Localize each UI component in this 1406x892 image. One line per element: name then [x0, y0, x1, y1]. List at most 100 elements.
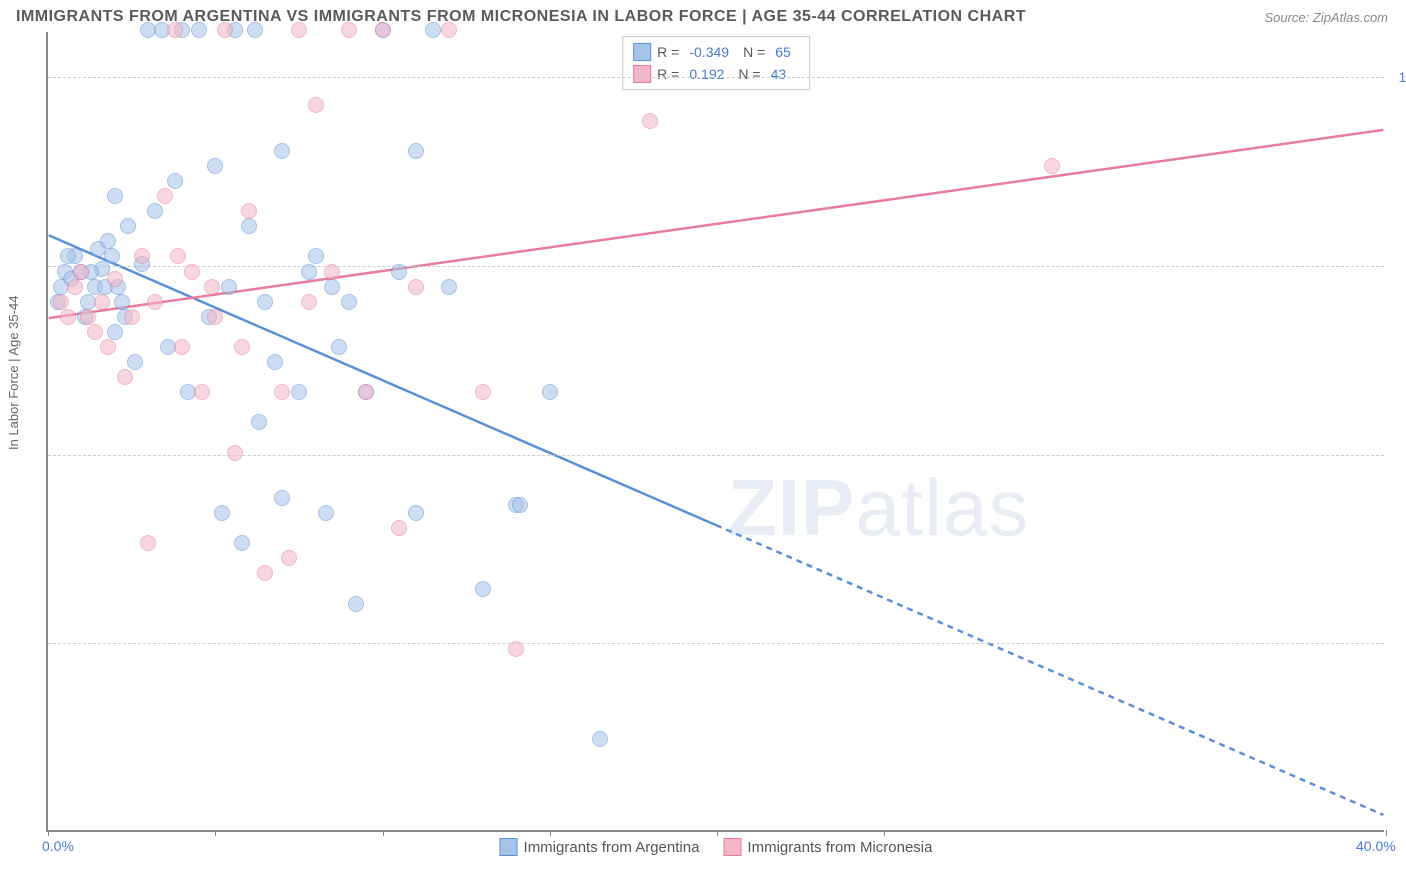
scatter-point: [425, 22, 441, 38]
scatter-point: [341, 294, 357, 310]
trend-line: [49, 235, 716, 525]
scatter-point: [167, 22, 183, 38]
gridline-h: [48, 77, 1384, 78]
legend-swatch: [500, 838, 518, 856]
scatter-point: [274, 143, 290, 159]
scatter-point: [107, 324, 123, 340]
source-attribution: Source: ZipAtlas.com: [1264, 10, 1388, 25]
scatter-point: [147, 203, 163, 219]
scatter-point: [174, 339, 190, 355]
scatter-point: [147, 294, 163, 310]
trend-line-extrapolated: [716, 525, 1383, 815]
gridline-h: [48, 266, 1384, 267]
scatter-point: [408, 279, 424, 295]
scatter-point: [104, 248, 120, 264]
scatter-point: [257, 294, 273, 310]
legend-r-value: 0.192: [685, 66, 732, 82]
correlation-legend: R =-0.349N =65R =0.192N =43: [622, 36, 810, 90]
legend-swatch: [723, 838, 741, 856]
scatter-point: [274, 490, 290, 506]
scatter-point: [87, 324, 103, 340]
scatter-point: [100, 233, 116, 249]
scatter-point: [318, 505, 334, 521]
scatter-point: [291, 22, 307, 38]
x-tick-label: 0.0%: [42, 838, 74, 854]
scatter-point: [234, 535, 250, 551]
scatter-point: [124, 309, 140, 325]
scatter-point: [207, 309, 223, 325]
scatter-point: [331, 339, 347, 355]
series-legend-label: Immigrants from Micronesia: [747, 839, 932, 856]
scatter-point: [281, 550, 297, 566]
scatter-point: [267, 354, 283, 370]
scatter-point: [234, 339, 250, 355]
y-tick-label: 87.5%: [1390, 258, 1406, 274]
series-legend-label: Immigrants from Argentina: [524, 839, 700, 856]
scatter-point: [291, 384, 307, 400]
scatter-point: [241, 203, 257, 219]
scatter-point: [194, 384, 210, 400]
scatter-point: [441, 22, 457, 38]
scatter-point: [441, 279, 457, 295]
scatter-point: [408, 505, 424, 521]
scatter-point: [391, 264, 407, 280]
scatter-point: [247, 22, 263, 38]
gridline-h: [48, 643, 1384, 644]
scatter-point: [117, 369, 133, 385]
y-tick-label: 62.5%: [1390, 635, 1406, 651]
legend-n-label: N =: [738, 66, 760, 82]
x-tick: [717, 830, 718, 836]
scatter-point: [241, 218, 257, 234]
scatter-point: [67, 279, 83, 295]
legend-row: R =0.192N =43: [633, 63, 799, 85]
scatter-point: [73, 264, 89, 280]
trend-lines-svg: [48, 32, 1384, 830]
scatter-point: [127, 354, 143, 370]
scatter-point: [221, 279, 237, 295]
legend-r-value: -0.349: [685, 44, 737, 60]
scatter-point: [60, 248, 76, 264]
legend-row: R =-0.349N =65: [633, 41, 799, 63]
scatter-point: [475, 581, 491, 597]
series-legend-item: Immigrants from Argentina: [500, 838, 700, 856]
scatter-point: [475, 384, 491, 400]
scatter-point: [642, 113, 658, 129]
scatter-point: [391, 520, 407, 536]
x-tick: [1386, 830, 1387, 836]
legend-swatch: [633, 43, 651, 61]
x-tick: [48, 830, 49, 836]
scatter-point: [251, 414, 267, 430]
scatter-point: [107, 271, 123, 287]
scatter-point: [157, 188, 173, 204]
chart-title: IMMIGRANTS FROM ARGENTINA VS IMMIGRANTS …: [16, 8, 1026, 26]
scatter-point: [308, 248, 324, 264]
legend-r-label: R =: [657, 44, 679, 60]
scatter-point: [348, 596, 364, 612]
scatter-point: [94, 294, 110, 310]
scatter-point: [341, 22, 357, 38]
scatter-point: [227, 445, 243, 461]
scatter-point: [100, 339, 116, 355]
scatter-point: [53, 294, 69, 310]
x-tick: [215, 830, 216, 836]
x-tick: [383, 830, 384, 836]
scatter-point: [1044, 158, 1060, 174]
scatter-point: [140, 535, 156, 551]
scatter-point: [592, 731, 608, 747]
scatter-point: [167, 173, 183, 189]
scatter-point: [207, 158, 223, 174]
x-tick: [550, 830, 551, 836]
scatter-point: [408, 143, 424, 159]
scatter-point: [508, 641, 524, 657]
legend-n-value: 43: [767, 66, 795, 82]
scatter-point: [134, 248, 150, 264]
scatter-point: [217, 22, 233, 38]
y-axis-label: In Labor Force | Age 35-44: [6, 296, 21, 450]
series-legend-item: Immigrants from Micronesia: [723, 838, 932, 856]
x-tick-label: 40.0%: [1356, 838, 1396, 854]
scatter-point: [60, 309, 76, 325]
legend-n-value: 65: [771, 44, 799, 60]
scatter-point: [324, 264, 340, 280]
plot-area: R =-0.349N =65R =0.192N =43 ZIPatlas Imm…: [46, 32, 1384, 832]
scatter-point: [301, 294, 317, 310]
